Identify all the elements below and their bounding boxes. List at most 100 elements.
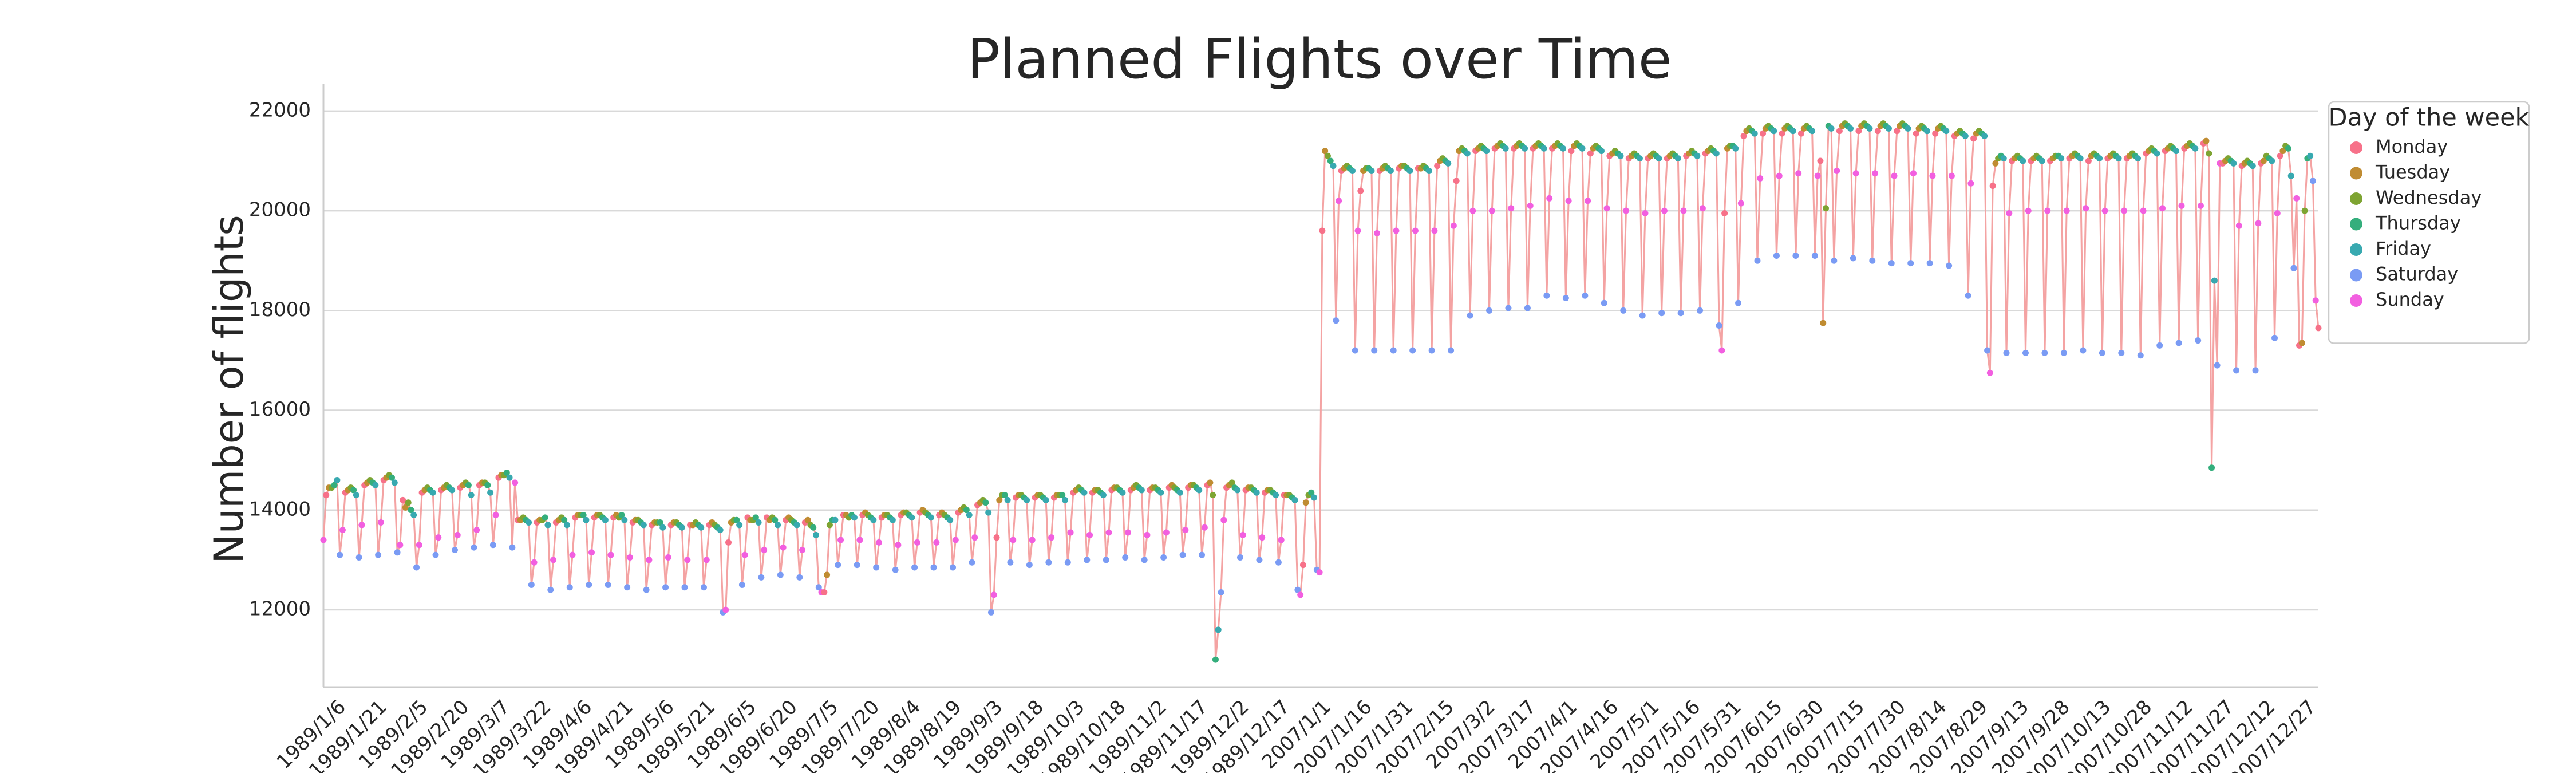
point xyxy=(1891,172,1898,179)
point xyxy=(1448,347,1455,354)
point xyxy=(2178,202,2185,209)
legend-label: Friday xyxy=(2376,238,2431,259)
point xyxy=(950,564,957,571)
point xyxy=(1469,207,1476,214)
point xyxy=(1103,557,1109,563)
point xyxy=(2208,464,2215,471)
point xyxy=(1291,496,1298,503)
legend-marker xyxy=(2350,294,2362,307)
legend-title: Day of the week xyxy=(2329,104,2530,132)
point xyxy=(1923,128,1930,135)
point xyxy=(969,559,975,566)
point xyxy=(358,522,365,529)
point xyxy=(1322,148,1329,155)
y-axis-label: Number of flights xyxy=(206,215,252,563)
point xyxy=(2156,342,2163,349)
point xyxy=(2203,137,2210,144)
point xyxy=(1828,125,1835,132)
point xyxy=(1617,152,1624,159)
point xyxy=(725,539,732,546)
point xyxy=(528,581,535,588)
point xyxy=(1847,125,1854,132)
point xyxy=(1505,305,1512,311)
point xyxy=(990,591,997,598)
chart-title: Planned Flights over Time xyxy=(967,28,1672,91)
point xyxy=(355,554,362,561)
point xyxy=(1872,170,1879,177)
point xyxy=(1981,132,1988,139)
point xyxy=(1836,128,1843,135)
point xyxy=(2235,222,2242,229)
point xyxy=(569,551,576,558)
point xyxy=(1910,170,1917,177)
point xyxy=(435,534,442,541)
point xyxy=(1716,322,1722,329)
point xyxy=(2159,205,2166,212)
point xyxy=(389,474,396,481)
point xyxy=(2255,220,2262,227)
point xyxy=(566,584,573,591)
point xyxy=(607,551,614,558)
point xyxy=(1316,569,1323,576)
point xyxy=(1823,205,1830,212)
point xyxy=(1760,130,1767,137)
point xyxy=(1393,227,1400,234)
point xyxy=(646,557,653,563)
point xyxy=(588,549,595,556)
point xyxy=(1001,492,1008,499)
point xyxy=(1176,489,1183,496)
point xyxy=(561,516,568,523)
point xyxy=(1297,591,1304,598)
point xyxy=(775,522,781,529)
point xyxy=(793,522,800,529)
point xyxy=(618,511,625,518)
point xyxy=(1042,496,1049,503)
point xyxy=(2285,145,2291,152)
point xyxy=(602,516,609,523)
point xyxy=(1220,516,1227,523)
point xyxy=(1926,260,1933,267)
point xyxy=(1311,494,1318,501)
point xyxy=(531,559,538,566)
point xyxy=(1820,320,1827,326)
point xyxy=(987,609,994,616)
point xyxy=(2083,205,2089,212)
point xyxy=(1179,551,1186,558)
point xyxy=(1540,145,1547,152)
point xyxy=(851,514,858,521)
point xyxy=(1308,489,1315,496)
legend-marker xyxy=(2350,141,2362,154)
point xyxy=(2085,157,2092,164)
point xyxy=(1199,551,1206,558)
point xyxy=(580,511,587,518)
point xyxy=(1029,537,1036,543)
point xyxy=(1984,347,1991,354)
point xyxy=(1010,537,1017,543)
point xyxy=(1776,172,1783,179)
point xyxy=(429,489,436,496)
point xyxy=(1817,157,1824,164)
point xyxy=(1412,227,1419,234)
point xyxy=(337,551,343,558)
point xyxy=(2096,155,2103,162)
point xyxy=(722,606,729,613)
point xyxy=(1336,198,1342,204)
point xyxy=(2121,207,2128,214)
point xyxy=(1357,187,1364,194)
point xyxy=(550,557,557,563)
point xyxy=(1275,559,1282,566)
point xyxy=(468,492,475,499)
point xyxy=(1024,496,1030,503)
point xyxy=(1239,531,1246,538)
point xyxy=(1809,128,1816,135)
point xyxy=(799,546,806,553)
point xyxy=(824,571,831,578)
point xyxy=(1965,292,1971,299)
point xyxy=(489,542,496,549)
point xyxy=(1210,492,1216,499)
point xyxy=(339,527,346,534)
point xyxy=(1122,554,1129,561)
point xyxy=(1084,557,1091,563)
point xyxy=(1811,253,1818,259)
